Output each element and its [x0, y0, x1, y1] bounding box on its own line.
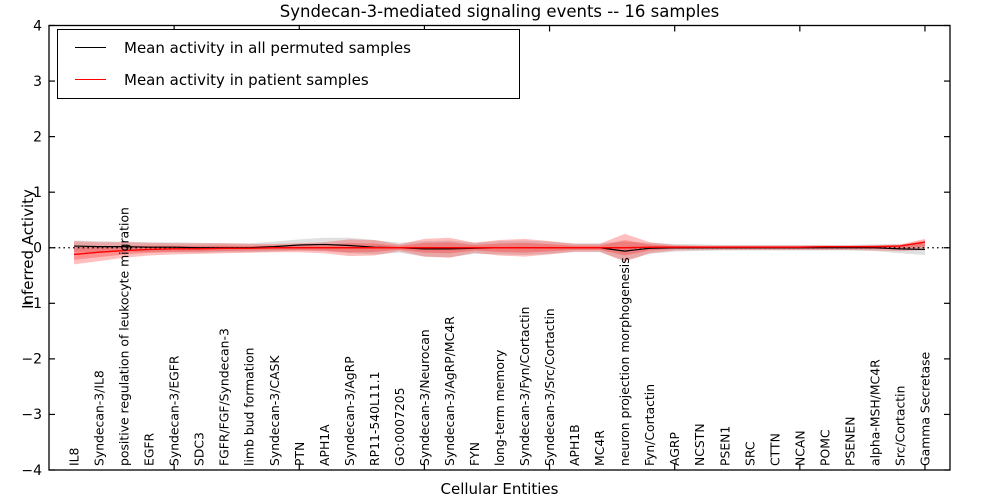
legend: Mean activity in all permuted samples Me… — [57, 29, 520, 99]
legend-item-permuted: Mean activity in all permuted samples — [58, 33, 519, 62]
category-label: NCSTN — [692, 423, 707, 466]
category-label: RP11-540L11.1 — [367, 372, 382, 466]
category-label: APH1B — [567, 424, 582, 466]
category-label: IL8 — [67, 447, 82, 466]
category-label: SDC3 — [192, 432, 207, 466]
category-label: EGFR — [142, 432, 157, 466]
category-label: NCAN — [792, 430, 807, 466]
category-label: AGRP — [667, 432, 682, 466]
category-label: Src/Cortactin — [892, 386, 907, 466]
category-label: PSEN1 — [717, 426, 732, 466]
patient-band-outer — [74, 233, 925, 265]
category-label: Fyn/Cortactin — [642, 384, 657, 466]
category-label: PSENEN — [842, 416, 857, 466]
legend-line-permuted-icon — [75, 47, 106, 48]
category-label: POMC — [817, 429, 832, 466]
legend-label-patient: Mean activity in patient samples — [124, 70, 369, 89]
category-label: Syndecan-3/Fyn/Cortactin — [517, 307, 532, 466]
plot-border — [48, 24, 951, 471]
category-label: MC4R — [592, 430, 607, 466]
legend-line-patient-icon — [75, 79, 106, 80]
category-label: Syndecan-3/Src/Cortactin — [542, 308, 557, 466]
y-axis-label: Inferred Activity — [19, 189, 37, 309]
patient-mean-line — [73, 241, 926, 256]
category-label: long-term memory — [492, 350, 507, 466]
category-label: Syndecan-3/CASK — [267, 355, 282, 466]
category-label: positive regulation of leukocyte migrati… — [117, 207, 132, 466]
y-tick-label: −2 — [21, 352, 42, 368]
y-tick-label: −3 — [21, 407, 42, 423]
legend-item-patient: Mean activity in patient samples — [58, 65, 519, 94]
y-tick-label: 0 — [33, 241, 42, 257]
y-tick-label: 3 — [33, 74, 42, 90]
category-label: limb bud formation — [242, 348, 257, 467]
category-label: FGFR/FGF/Syndecan-3 — [217, 328, 232, 466]
category-label: neuron projection morphogenesis — [617, 257, 632, 466]
patient-band-inner — [74, 240, 925, 260]
category-label: Syndecan-3/Neurocan — [417, 329, 432, 466]
category-label: Syndecan-3/EGFR — [167, 355, 182, 466]
category-label: Syndecan-3/IL8 — [92, 370, 107, 466]
x-axis-label: Cellular Entities — [440, 480, 559, 498]
category-label: Syndecan-3/AgRP/MC4R — [442, 316, 457, 466]
category-label: Syndecan-3/AgRP — [342, 356, 357, 466]
category-label: CTTN — [767, 433, 782, 466]
y-tick-label: 1 — [33, 185, 42, 201]
y-tick-label: −4 — [21, 463, 42, 479]
y-tick-label: −1 — [21, 296, 42, 312]
chart-title: Syndecan-3-mediated signaling events -- … — [279, 2, 720, 21]
category-label: GO:0007205 — [392, 388, 407, 467]
y-tick-label: 4 — [33, 18, 42, 34]
category-label: APH1A — [317, 424, 332, 466]
legend-label-permuted: Mean activity in all permuted samples — [124, 38, 411, 57]
y-tick-label: 2 — [33, 129, 42, 145]
permuted-band — [74, 237, 925, 261]
category-label: SRC — [742, 441, 757, 466]
category-label: FYN — [467, 442, 482, 466]
category-label: Gamma Secretase — [917, 352, 932, 466]
category-label: PTN — [292, 442, 307, 466]
category-label: alpha-MSH/MC4R — [867, 359, 882, 466]
